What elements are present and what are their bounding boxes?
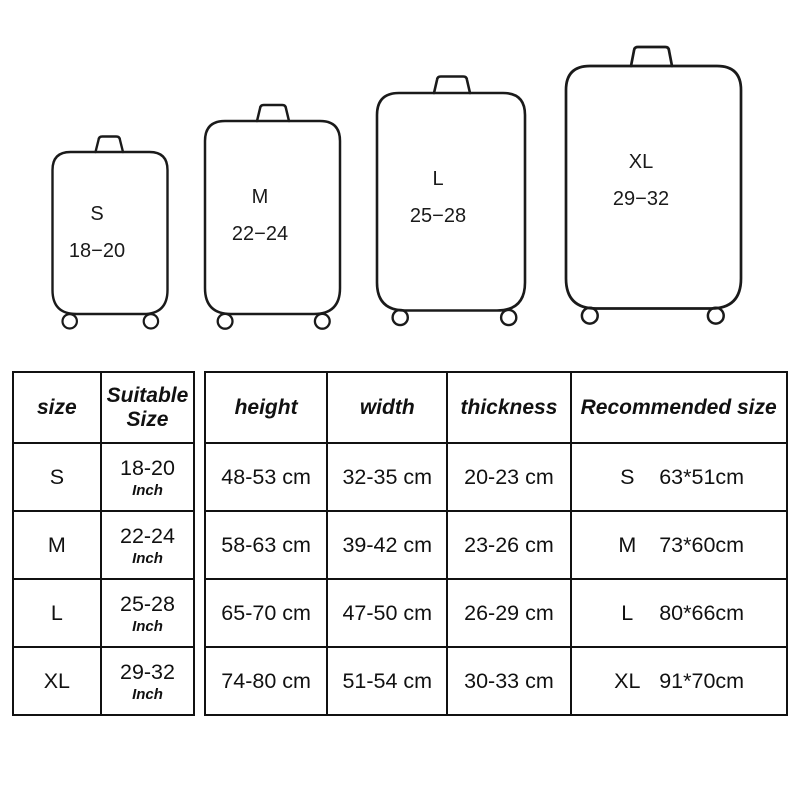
svg-text:25−28: 25−28 <box>410 205 466 227</box>
svg-text:22−24: 22−24 <box>232 223 288 245</box>
svg-text:M: M <box>252 186 269 208</box>
svg-text:L: L <box>432 168 443 190</box>
svg-text:XL: XL <box>629 151 653 173</box>
svg-text:29−32: 29−32 <box>613 188 669 210</box>
svg-text:18−20: 18−20 <box>69 240 125 262</box>
svg-text:S: S <box>90 203 103 225</box>
